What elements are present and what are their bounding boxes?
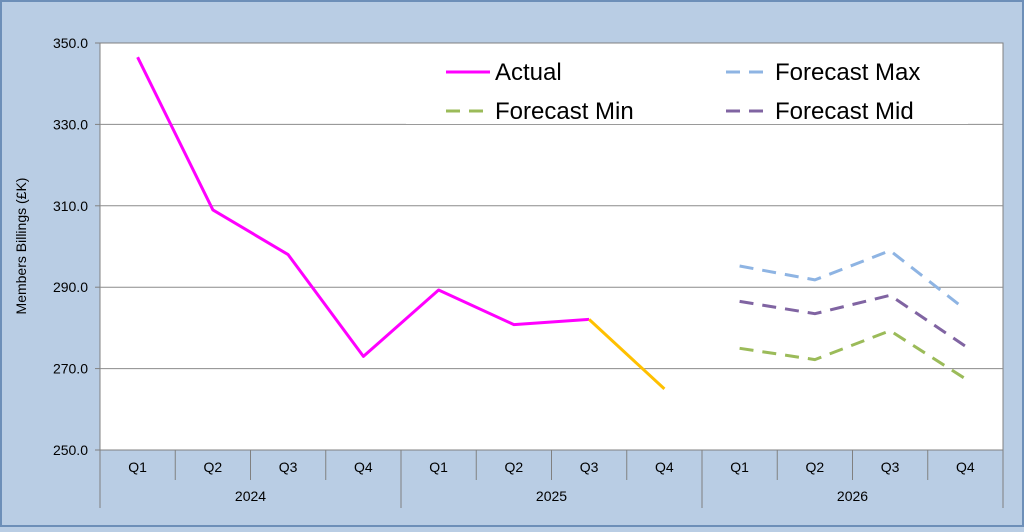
x-tick-label: Q3: [881, 459, 900, 475]
y-tick-label: 250.0: [53, 442, 88, 458]
y-tick-label: 330.0: [53, 116, 88, 132]
series-line: [739, 329, 967, 381]
series-line: [739, 293, 967, 348]
group-label: 2026: [837, 488, 868, 504]
legend-label: Forecast Max: [775, 59, 920, 86]
x-tick-label: Q3: [279, 459, 298, 475]
x-tick-label: Q1: [730, 459, 749, 475]
x-tick-label: Q3: [580, 459, 599, 475]
legend-box: [406, 50, 968, 124]
x-tick-label: Q4: [354, 459, 373, 475]
axes: 250.0 270.0 290.0 310.0 330.0 350.0 Q1 Q2 Q3 Q4 Q1…: [53, 35, 1004, 508]
series-line: [588, 318, 666, 391]
gridlines: [100, 123, 1003, 370]
legend: Actual Forecast Max Forecast Min Forecast M…: [406, 50, 968, 125]
x-tick-label: Q1: [429, 459, 448, 475]
y-tick-label: 270.0: [53, 361, 88, 377]
series-line: [739, 249, 967, 311]
legend-label: Forecast Mid: [775, 98, 914, 125]
y-tick-label: 310.0: [53, 198, 88, 214]
legend-label: Forecast Min: [495, 98, 634, 125]
x-tick-label: Q4: [655, 459, 674, 475]
x-tick-label: Q2: [806, 459, 825, 475]
series-lines: [136, 56, 967, 391]
x-tick-label: Q4: [956, 459, 975, 475]
x-tick-label: Q2: [505, 459, 524, 475]
x-tick-label: Q2: [204, 459, 223, 475]
group-label: 2025: [536, 488, 567, 504]
x-tick-label: Q1: [128, 459, 147, 475]
legend-label: Actual: [495, 59, 562, 86]
y-tick-label: 290.0: [53, 279, 88, 295]
group-label: 2024: [235, 488, 266, 504]
series-line: [136, 56, 590, 358]
y-tick-label: 350.0: [53, 35, 88, 51]
y-axis-label: Members Billings (£K): [13, 178, 29, 315]
